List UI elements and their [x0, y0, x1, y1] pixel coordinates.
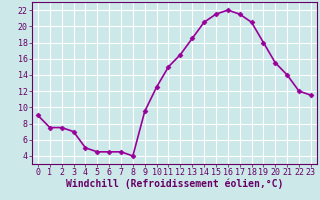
X-axis label: Windchill (Refroidissement éolien,°C): Windchill (Refroidissement éolien,°C) [66, 179, 283, 189]
